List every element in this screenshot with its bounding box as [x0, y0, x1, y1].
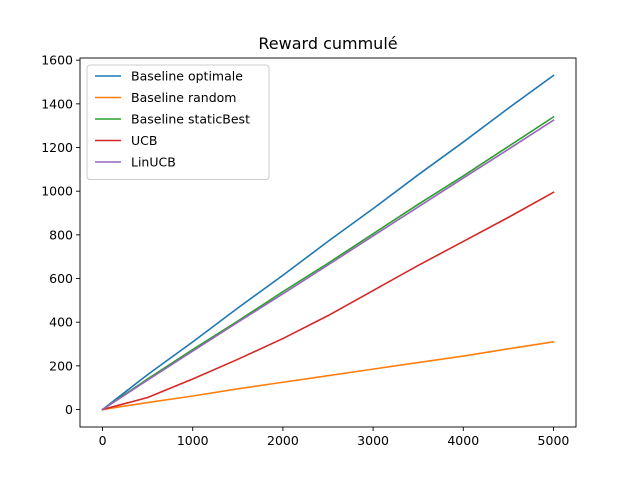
x-tick-label-2: 2000: [267, 433, 299, 448]
chart-title: Reward cummulé: [258, 34, 397, 53]
axes-frame: [79, 57, 577, 428]
y-tick-label-0: 0: [65, 402, 73, 417]
y-tick-label-7: 1400: [41, 96, 73, 111]
legend-label-4: LinUCB: [131, 155, 176, 170]
legend-label-3: UCB: [131, 133, 157, 148]
series-layer: [101, 74, 555, 411]
y-tick-label-8: 1600: [41, 53, 73, 68]
axes-layer: 0 1000 2000 3000 4000 5000 0 200 400 600 800 1000 12…: [41, 53, 577, 448]
x-tick-label-5: 5000: [538, 433, 570, 448]
legend-box: [86, 64, 270, 180]
series-line-1: [101, 340, 555, 411]
legend-label-1: Baseline random: [131, 90, 236, 105]
series-line-3: [101, 191, 555, 411]
y-tick-label-5: 1000: [41, 184, 73, 199]
legend: Baseline optimale Baseline random Baseline…: [86, 64, 270, 180]
y-tick-label-6: 1200: [41, 140, 73, 155]
legend-label-2: Baseline staticBest: [131, 112, 250, 127]
x-tick-label-0: 0: [99, 433, 107, 448]
y-tick-label-3: 600: [49, 271, 73, 286]
x-tick-label-3: 3000: [357, 433, 389, 448]
legend-label-0: Baseline optimale: [131, 69, 243, 84]
series-line-0: [101, 74, 555, 411]
x-tick-label-1: 1000: [177, 433, 209, 448]
y-tick-label-4: 800: [49, 227, 73, 242]
x-tick-label-4: 4000: [447, 433, 479, 448]
y-tick-label-1: 200: [49, 358, 73, 373]
series-line-4: [101, 119, 555, 411]
series-line-2: [101, 115, 555, 411]
y-tick-label-2: 400: [49, 315, 73, 330]
